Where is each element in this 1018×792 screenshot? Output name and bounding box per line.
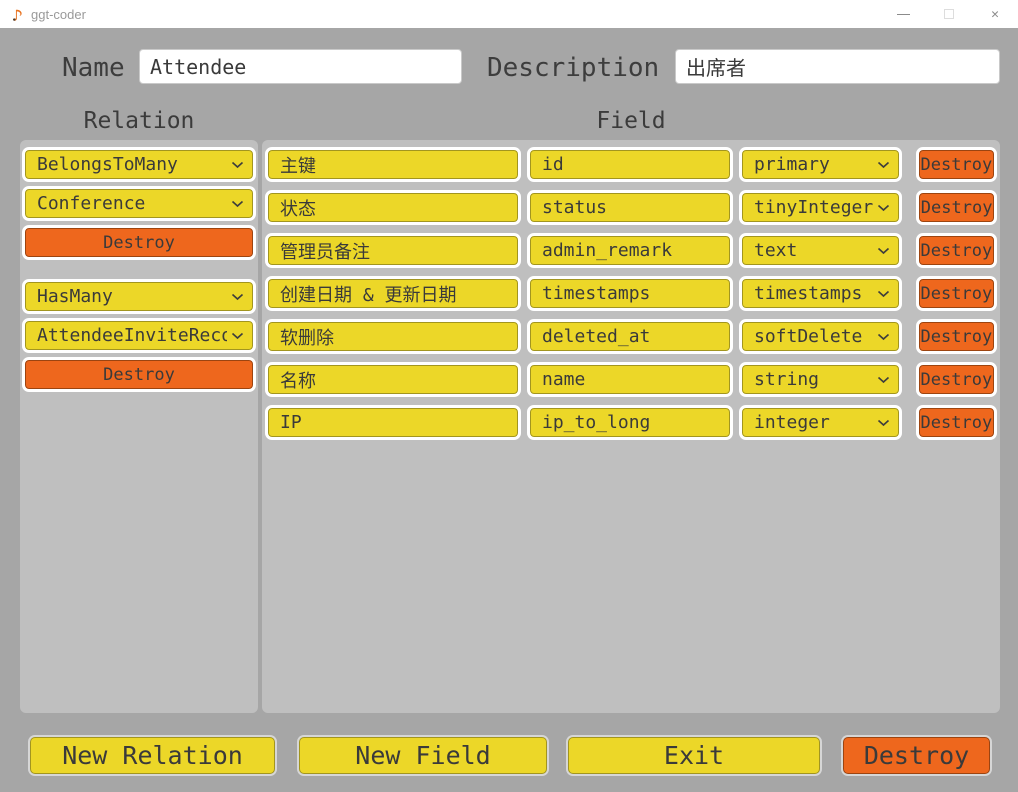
field-type-select[interactable]: softDelete bbox=[739, 319, 902, 354]
field-name-input[interactable] bbox=[527, 233, 733, 268]
field-type-select[interactable]: integer bbox=[739, 405, 902, 440]
chevron-down-icon bbox=[877, 290, 889, 297]
field-type-select[interactable]: timestamps bbox=[739, 276, 902, 311]
field-label-input[interactable] bbox=[265, 233, 521, 268]
relation-group: HasMany AttendeeInviteReco Destroy bbox=[22, 279, 256, 392]
relation-model-value: AttendeeInviteReco bbox=[37, 325, 227, 346]
chevron-down-icon bbox=[877, 376, 889, 383]
field-header: Field bbox=[596, 108, 666, 134]
field-name-input[interactable] bbox=[527, 319, 733, 354]
chevron-down-icon bbox=[877, 333, 889, 340]
relation-model-select[interactable]: AttendeeInviteReco bbox=[22, 318, 256, 353]
field-type-value: integer bbox=[754, 412, 830, 433]
relation-type-value: HasMany bbox=[37, 286, 113, 307]
field-label-input[interactable] bbox=[265, 276, 521, 311]
field-name-input[interactable] bbox=[527, 405, 733, 440]
field-type-value: tinyInteger bbox=[754, 197, 874, 218]
field-destroy-button[interactable]: Destroy bbox=[915, 405, 997, 440]
field-destroy-button[interactable]: Destroy bbox=[915, 147, 997, 182]
chevron-down-icon bbox=[877, 161, 889, 168]
minimize-icon[interactable] bbox=[880, 0, 926, 28]
field-destroy-button[interactable]: Destroy bbox=[915, 276, 997, 311]
field-destroy-button[interactable]: Destroy bbox=[915, 319, 997, 354]
destroy-button[interactable]: Destroy bbox=[843, 737, 990, 774]
name-label: Name bbox=[62, 53, 125, 83]
field-row: text Destroy bbox=[265, 233, 997, 268]
field-name-input[interactable] bbox=[527, 362, 733, 397]
chevron-down-icon bbox=[878, 204, 890, 211]
field-panel: primary Destroy tinyInteger Destroy text… bbox=[262, 140, 1000, 713]
field-type-select[interactable]: primary bbox=[739, 147, 902, 182]
field-name-input[interactable] bbox=[527, 147, 733, 182]
field-type-value: string bbox=[754, 369, 820, 390]
field-row: timestamps Destroy bbox=[265, 276, 997, 311]
field-type-value: timestamps bbox=[754, 283, 863, 304]
field-label-input[interactable] bbox=[265, 362, 521, 397]
maximize-icon[interactable] bbox=[926, 0, 972, 28]
relation-destroy-button[interactable]: Destroy bbox=[22, 357, 256, 392]
field-type-value: text bbox=[754, 240, 798, 261]
field-type-select[interactable]: text bbox=[739, 233, 902, 268]
field-destroy-button[interactable]: Destroy bbox=[915, 233, 997, 268]
field-row: tinyInteger Destroy bbox=[265, 190, 997, 225]
relation-panel: BelongsToMany Conference Destroy HasMany… bbox=[20, 140, 258, 713]
field-row: primary Destroy bbox=[265, 147, 997, 182]
field-name-input[interactable] bbox=[527, 190, 733, 225]
relation-type-value: BelongsToMany bbox=[37, 154, 178, 175]
relation-model-value: Conference bbox=[37, 193, 146, 214]
relation-model-select[interactable]: Conference bbox=[22, 186, 256, 221]
chevron-down-icon bbox=[231, 332, 244, 339]
field-type-select[interactable]: tinyInteger bbox=[739, 190, 903, 225]
field-name-input[interactable] bbox=[527, 276, 733, 311]
new-field-button[interactable]: New Field bbox=[299, 737, 547, 774]
description-input[interactable] bbox=[675, 49, 1000, 84]
field-label-input[interactable] bbox=[265, 190, 521, 225]
field-label-input[interactable] bbox=[265, 405, 521, 440]
field-destroy-button[interactable]: Destroy bbox=[916, 190, 997, 225]
new-relation-button[interactable]: New Relation bbox=[30, 737, 275, 774]
chevron-down-icon bbox=[231, 161, 244, 168]
field-type-value: primary bbox=[754, 154, 830, 175]
close-icon[interactable]: ✕ bbox=[991, 6, 999, 22]
field-type-select[interactable]: string bbox=[739, 362, 902, 397]
field-destroy-button[interactable]: Destroy bbox=[915, 362, 997, 397]
app-logo-icon bbox=[13, 9, 22, 21]
field-type-value: softDelete bbox=[754, 326, 863, 347]
chevron-down-icon bbox=[877, 419, 889, 426]
window-controls: ✕ bbox=[880, 0, 1018, 28]
field-label-input[interactable] bbox=[265, 319, 521, 354]
exit-button[interactable]: Exit bbox=[568, 737, 820, 774]
description-label: Description bbox=[487, 53, 660, 83]
chevron-down-icon bbox=[877, 247, 889, 254]
chevron-down-icon bbox=[231, 200, 244, 207]
field-row: string Destroy bbox=[265, 362, 997, 397]
relation-header: Relation bbox=[83, 108, 195, 134]
title-bar: ggt-coder ✕ bbox=[0, 0, 1018, 28]
name-input[interactable] bbox=[139, 49, 462, 84]
relation-type-select[interactable]: HasMany bbox=[22, 279, 256, 314]
window-title: ggt-coder bbox=[31, 6, 86, 22]
field-row: integer Destroy bbox=[265, 405, 997, 440]
relation-group: BelongsToMany Conference Destroy bbox=[22, 147, 256, 260]
chevron-down-icon bbox=[231, 293, 244, 300]
field-row: softDelete Destroy bbox=[265, 319, 997, 354]
relation-type-select[interactable]: BelongsToMany bbox=[22, 147, 256, 182]
field-label-input[interactable] bbox=[265, 147, 521, 182]
relation-destroy-button[interactable]: Destroy bbox=[22, 225, 256, 260]
